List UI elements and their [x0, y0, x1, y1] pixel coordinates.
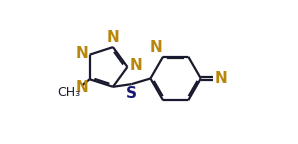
- Text: S: S: [126, 86, 137, 101]
- Text: N: N: [75, 80, 88, 95]
- Text: CH₃: CH₃: [57, 86, 80, 100]
- Text: N: N: [129, 58, 142, 73]
- Text: N: N: [75, 47, 88, 61]
- Text: N: N: [149, 40, 162, 55]
- Text: N: N: [107, 30, 119, 45]
- Text: N: N: [214, 71, 227, 86]
